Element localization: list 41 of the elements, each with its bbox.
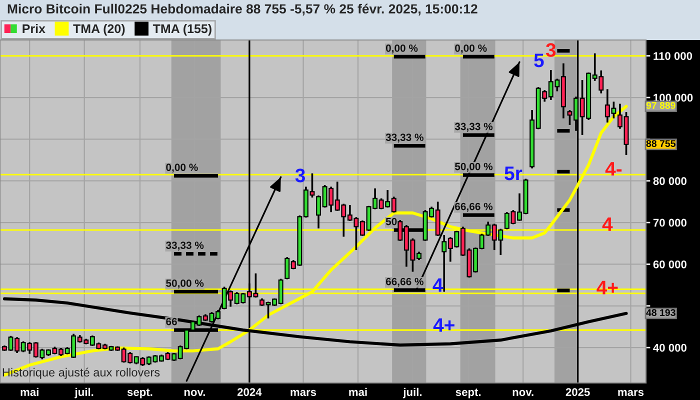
annotation: 33,33 %	[454, 122, 493, 132]
annotation: 33,33 %	[166, 242, 204, 250]
annotation: 5	[534, 54, 544, 68]
annotation: 48 193	[646, 309, 676, 316]
y-tick-label: 60 000	[653, 260, 686, 268]
annotation: 4+	[433, 318, 454, 332]
x-tick-label: juil.	[74, 388, 94, 398]
annotation: 4	[602, 218, 613, 231]
x-tick-label: 2024	[237, 388, 262, 396]
x-tick-label: mars	[618, 390, 644, 396]
annotation: 0,00 %	[166, 164, 198, 173]
legend-label: Prix	[22, 24, 46, 34]
y-tick-label: 110 000	[654, 52, 692, 60]
annotation: 88 755	[646, 140, 676, 147]
annotation: 0,00 %	[455, 44, 487, 54]
chart-title: Micro Bitcoin Full0225 Hebdomadaire 88 755 -5,57 % 25 févr. 2025, 15:00:12	[8, 4, 478, 16]
annotation: 50	[386, 218, 397, 226]
annotation: 4-	[605, 162, 622, 176]
annotation: 33,33 %	[386, 134, 424, 143]
x-tick-label: nov.	[184, 390, 205, 396]
y-tick-label: 80 000	[653, 177, 686, 186]
annotation: 66,66 %	[386, 278, 424, 287]
y-tick-label: 40 000	[653, 344, 686, 352]
annotation: 0,00 %	[386, 44, 418, 54]
x-tick-label: mars	[290, 390, 316, 396]
annotation: 66,66 %	[455, 202, 493, 212]
annotation: 97 889	[646, 102, 676, 109]
x-tick-label: sept.	[127, 388, 152, 398]
legend-label: TMA (155)	[152, 24, 212, 36]
annotation: 50,00 %	[166, 280, 204, 288]
x-tick-label: juil.	[402, 388, 422, 398]
annotation: 50,00 %	[454, 162, 493, 172]
x-tick-label: 2025	[566, 388, 590, 396]
annotation: 66	[166, 318, 177, 326]
x-tick-label: nov.	[512, 390, 534, 396]
legend-label: TMA (20)	[73, 24, 125, 36]
x-tick-label: mai	[20, 388, 38, 396]
x-tick-label: mai	[349, 388, 367, 396]
y-tick-label: 70 000	[653, 218, 686, 227]
x-tick-label: sept.	[456, 388, 481, 398]
annotation: 3	[546, 43, 556, 57]
